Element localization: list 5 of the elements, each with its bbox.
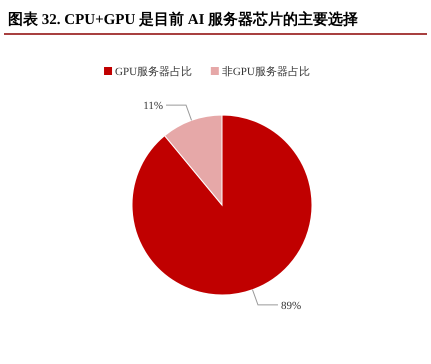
data-label: 11% — [143, 100, 164, 112]
chart-title: 图表 32. CPU+GPU 是目前 AI 服务器芯片的主要选择 — [8, 10, 358, 28]
legend-label: GPU服务器占比 — [115, 65, 192, 78]
data-label: 89% — [280, 300, 302, 312]
legend-label: 非GPU服务器占比 — [222, 65, 310, 78]
